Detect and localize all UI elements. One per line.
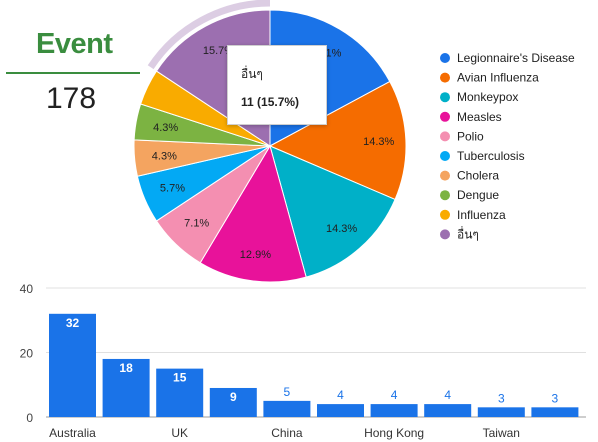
legend-label-polio[interactable]: Polio [457,129,484,143]
legend-marker [440,72,450,83]
legend-label-influenza[interactable]: Influenza [457,208,506,222]
legend-label-measles[interactable]: Measles [457,110,502,124]
legend-label-tuberculosis[interactable]: Tuberculosis [457,149,525,163]
bar[interactable] [102,358,150,417]
legend-label-monkeypox[interactable]: Monkeypox [457,90,518,104]
pie-slice-label: 12.9% [240,249,271,261]
x-tick-label: Australia [49,426,96,440]
x-tick-label: UK [171,426,188,440]
legend-marker [440,151,450,161]
tooltip-label: อื่นๆ [241,67,263,81]
pie-slice-label: 14.3% [326,223,357,235]
y-tick-label: 40 [20,282,34,296]
legend-marker [440,170,450,181]
pie-slice-label: 7.1% [184,218,209,230]
pie-slice-label: 4.3% [153,122,178,134]
y-tick-label: 0 [26,411,33,425]
bar[interactable] [317,404,364,417]
pie-slice-monkeypox[interactable] [269,145,396,278]
bar[interactable] [49,313,96,417]
x-tick-label: China [271,426,303,440]
event-scorecard: Event 178 [0,0,150,130]
bar-value-label: 4 [444,388,451,402]
legend-marker [440,131,450,142]
tooltip-value: 11 (15.7%) [241,95,300,109]
pie-slice-label: 15.7% [203,45,234,57]
bar[interactable] [263,400,311,417]
y-tick-label: 20 [20,347,34,361]
pie-highlight-ring [147,0,271,70]
legend-label-legionnaire-s-disease[interactable]: Legionnaire's Disease [457,51,575,65]
bar[interactable] [209,387,257,417]
legend-marker [440,209,450,220]
legend-marker [440,111,450,122]
legend-marker [440,229,450,240]
legend-label-dengue[interactable]: Dengue [457,188,499,202]
bar-value-label: 5 [284,385,291,399]
bar[interactable] [156,368,204,417]
x-tick-label: Taiwan [483,426,520,440]
x-tick-label: Hong Kong [364,426,424,440]
bar[interactable] [531,407,579,417]
bar-chart[interactable]: 0 20 40 32 Australia 18 15 UK 9 5 China 4 4 Hong Kong… [0,282,598,442]
bar[interactable] [370,404,418,417]
bar-value-label: 32 [66,316,80,330]
legend-marker [440,92,450,103]
bar[interactable] [424,404,472,417]
bar-value-label: 9 [230,390,237,404]
bar-value-label: 4 [337,388,344,402]
bar[interactable] [477,407,525,417]
pie-tooltip: อื่นๆ 11 (15.7%) [227,45,327,125]
legend-marker [440,53,450,63]
pie-slice-label: 4.3% [152,151,177,163]
pie-chart[interactable]: 17.1%14.3%14.3%12.9%7.1%5.7%4.3%4.3%15.7… [0,0,598,290]
scorecard-underline [6,72,140,74]
bar-value-label: 15 [173,371,187,385]
legend-label-other-9[interactable]: อื่นๆ [457,225,479,241]
scorecard-value: 178 [46,82,97,115]
pie-slice-measles[interactable] [199,144,307,283]
pie-slice-label: 5.7% [160,183,185,195]
bar-value-label: 18 [119,361,133,375]
scorecard-title: Event [36,28,113,60]
legend-label-cholera[interactable]: Cholera [457,169,499,183]
bar-value-label: 4 [391,388,398,402]
legend-marker [440,190,450,201]
legend-label-avian-influenza[interactable]: Avian Influenza [457,71,539,85]
pie-slice-avian-influenza[interactable] [268,80,407,201]
pie-slice-label: 14.3% [363,136,394,148]
bar-value-label: 3 [498,391,505,405]
bar-value-label: 3 [552,391,559,405]
